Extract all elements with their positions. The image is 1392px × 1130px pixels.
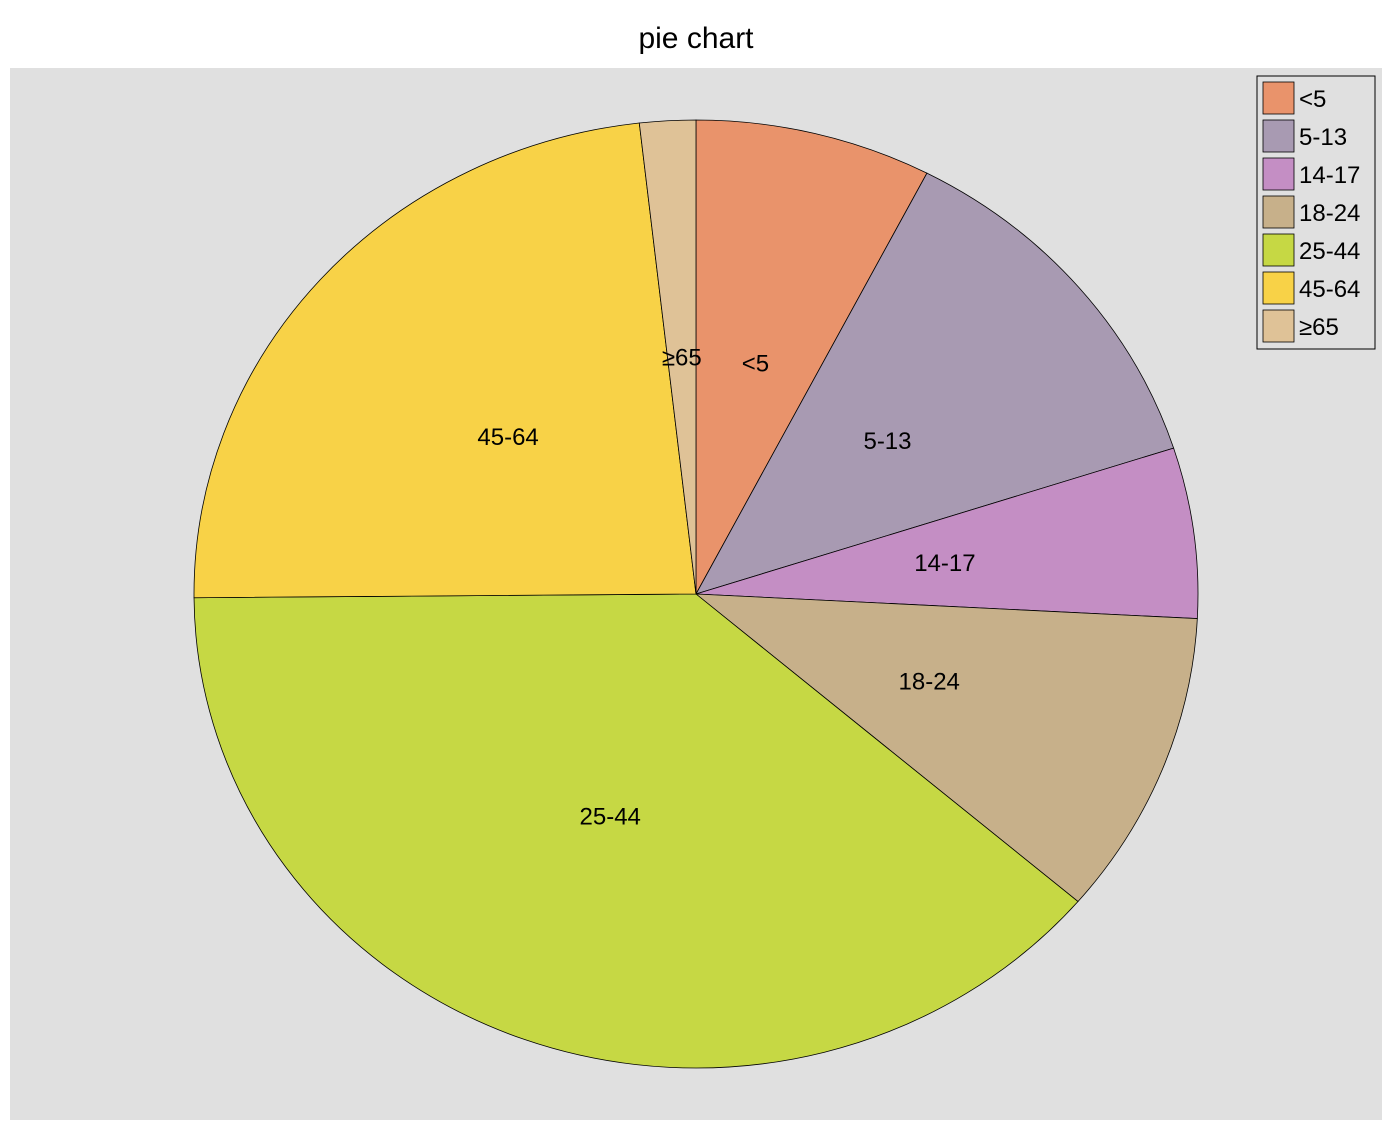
legend-swatch-ge65 — [1262, 309, 1295, 343]
legend-swatch-14-17 — [1262, 157, 1295, 191]
slice-label-ge65: ≥65 — [662, 344, 702, 371]
pie-slice-14-17 — [695, 447, 1199, 619]
legend-label-lt5: <5 — [1299, 86, 1326, 113]
slice-label-25-44: 25-44 — [580, 804, 641, 831]
pie-slice-5-13 — [695, 172, 1175, 595]
legend-swatch-5-13 — [1262, 119, 1295, 153]
pie-slice-45-64 — [193, 122, 697, 599]
pie-slice-18-24 — [694, 593, 1198, 903]
chart-title: pie chart — [638, 22, 754, 55]
legend-label-5-13: 5-13 — [1299, 124, 1347, 151]
slice-label-5-13: 5-13 — [863, 428, 911, 455]
legend-swatch-25-44 — [1262, 233, 1295, 267]
slice-label-lt5: <5 — [742, 351, 769, 378]
legend-swatch-45-64 — [1262, 271, 1295, 305]
legend: <5 5-13 14-17 18-24 25-44 45-64 ≥65 — [1256, 75, 1376, 350]
legend-label-18-24: 18-24 — [1299, 200, 1360, 227]
legend-label-45-64: 45-64 — [1299, 276, 1360, 303]
pie-slices — [193, 119, 1199, 1069]
slice-label-18-24: 18-24 — [899, 669, 960, 696]
legend-swatch-lt5 — [1262, 81, 1295, 115]
pie-slice-ge65 — [638, 119, 697, 595]
legend-swatch-18-24 — [1262, 195, 1295, 229]
legend-label-25-44: 25-44 — [1299, 238, 1360, 265]
legend-label-14-17: 14-17 — [1299, 162, 1360, 189]
legend-label-ge65: ≥65 — [1299, 314, 1339, 341]
slice-labels: <5 5-13 14-17 18-24 25-44 45-64 ≥65 — [477, 344, 975, 830]
slice-label-14-17: 14-17 — [914, 550, 975, 577]
pie-slice-lt5 — [695, 119, 928, 595]
pie-slice-25-44 — [193, 593, 1079, 1069]
slice-label-45-64: 45-64 — [477, 424, 538, 451]
